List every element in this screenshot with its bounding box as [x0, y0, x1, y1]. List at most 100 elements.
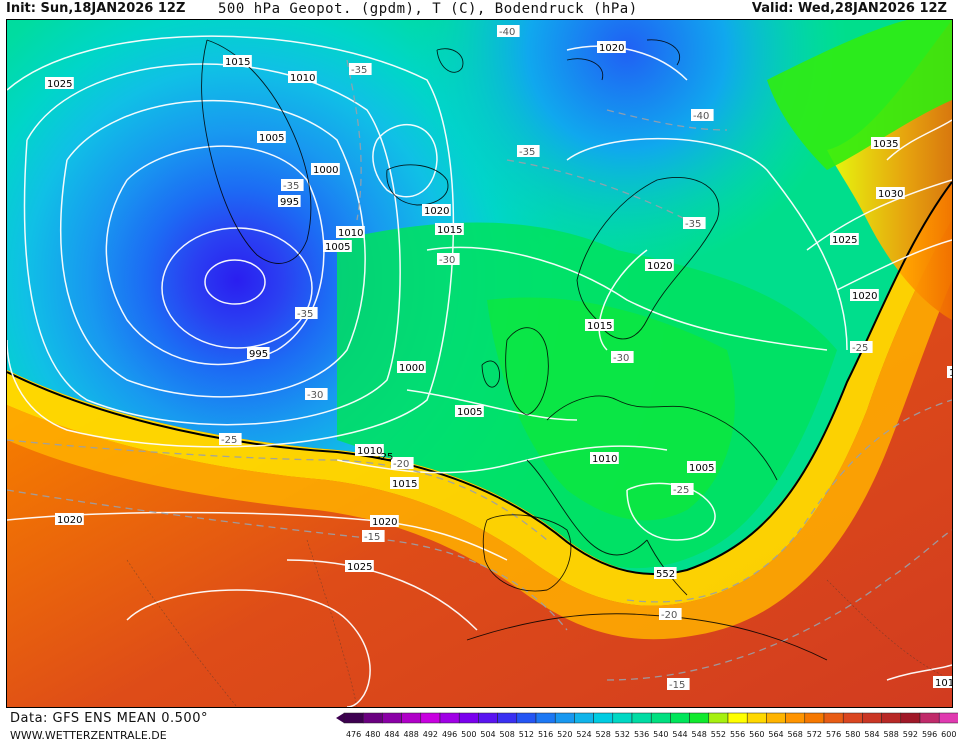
legend-swatch	[439, 712, 460, 724]
svg-text:1030: 1030	[878, 189, 903, 200]
svg-text:-15: -15	[669, 680, 685, 691]
legend-value-label: 576	[826, 730, 841, 739]
svg-text:995: 995	[249, 349, 268, 360]
legend-swatch	[938, 712, 958, 724]
chart-footer: Data: GFS ENS MEAN 0.500° WWW.WETTERZENT…	[0, 708, 959, 742]
pressure-label: 1010	[288, 71, 317, 84]
legend-value-label: 544	[672, 730, 687, 739]
pressure-label: 1020	[370, 515, 399, 528]
temperature-label: -35	[683, 217, 706, 230]
map-label: 1	[947, 366, 952, 379]
legend-swatch	[593, 712, 614, 724]
svg-text:1025: 1025	[832, 235, 857, 246]
pressure-label: 1010	[355, 444, 384, 457]
svg-text:1015: 1015	[392, 479, 417, 490]
svg-text:1005: 1005	[689, 463, 714, 474]
pressure-label: 1005	[687, 461, 716, 474]
color-legend: 476 480 484 488 492 496 500 504 508 512 516 520 524 5…	[336, 712, 958, 739]
legend-value-label: 584	[864, 730, 879, 739]
temperature-label: -20	[659, 608, 682, 621]
pressure-label: 1015	[933, 676, 952, 689]
svg-text:1020: 1020	[424, 206, 449, 217]
svg-text:-35: -35	[519, 147, 535, 158]
pressure-label: 1005	[455, 405, 484, 418]
legend-value-label: 540	[653, 730, 668, 739]
legend-value-label: 568	[788, 730, 803, 739]
legend-swatch	[612, 712, 633, 724]
legend-value-label: 528	[596, 730, 611, 739]
pressure-label: 1025	[830, 233, 859, 246]
legend-value-label: 588	[884, 730, 899, 739]
svg-text:1010: 1010	[338, 228, 363, 239]
svg-text:552: 552	[656, 569, 675, 580]
svg-text:1020: 1020	[852, 291, 877, 302]
data-source: Data: GFS ENS MEAN 0.500°	[10, 711, 208, 726]
svg-text:-40: -40	[499, 27, 515, 38]
svg-text:-40: -40	[693, 111, 709, 122]
legend-value-label: 600	[941, 730, 956, 739]
legend-arrow-left	[336, 713, 344, 723]
legend-swatch	[881, 712, 902, 724]
legend-swatch	[670, 712, 690, 724]
legend-swatch	[535, 712, 556, 724]
legend-swatch	[554, 712, 575, 724]
svg-text:-25: -25	[673, 485, 689, 496]
temperature-label: -25	[671, 483, 694, 496]
legend-value-label: 492	[423, 730, 438, 739]
svg-text:1025: 1025	[47, 79, 72, 90]
svg-text:1005: 1005	[259, 133, 284, 144]
legend-value-label: 512	[519, 730, 534, 739]
legend-value-label: 484	[384, 730, 399, 739]
pressure-label: 1020	[597, 41, 626, 54]
svg-text:1010: 1010	[357, 446, 382, 457]
legend-value-label: 548	[692, 730, 707, 739]
website-credit: WWW.WETTERZENTRALE.DE	[10, 729, 167, 742]
legend-value-label: 500	[461, 730, 476, 739]
chart-header: Init: Sun,18JAN2026 12Z 500 hPa Geopot. …	[0, 0, 959, 19]
temperature-label: -35	[517, 145, 540, 158]
svg-text:-25: -25	[852, 343, 868, 354]
svg-text:-35: -35	[351, 65, 367, 76]
pressure-label: 995	[247, 347, 270, 360]
legend-swatch	[842, 712, 863, 724]
legend-value-label: 552	[711, 730, 726, 739]
legend-swatch	[497, 712, 518, 724]
pressure-label: 1020	[422, 204, 451, 217]
pressure-label: 1000	[311, 163, 340, 176]
legend-swatch	[631, 712, 652, 724]
svg-text:-25: -25	[377, 452, 393, 463]
legend-swatch	[862, 712, 882, 724]
legend-swatch	[919, 712, 940, 724]
temperature-label: -15	[362, 530, 385, 543]
legend-swatch	[785, 712, 806, 724]
temperature-label: -40	[497, 25, 520, 38]
pressure-label: 1015	[223, 55, 252, 68]
temperature-label: -15	[667, 678, 690, 691]
legend-swatch	[362, 712, 383, 724]
pressure-label: 995	[278, 195, 301, 208]
init-time: Init: Sun,18JAN2026 12Z	[6, 1, 186, 16]
svg-text:1015: 1015	[437, 225, 462, 236]
legend-value-label: 508	[500, 730, 515, 739]
temperature-label: -30	[611, 351, 634, 364]
svg-text:1020: 1020	[647, 261, 672, 272]
pressure-label: 1020	[850, 289, 879, 302]
legend-swatch	[650, 712, 671, 724]
svg-text:1020: 1020	[57, 515, 82, 526]
svg-text:1035: 1035	[873, 139, 898, 150]
temperature-label: -35	[281, 179, 304, 192]
legend-value-label: 520	[557, 730, 572, 739]
svg-text:1020: 1020	[372, 517, 397, 528]
svg-text:-35: -35	[283, 181, 299, 192]
legend-value-label: 536	[634, 730, 649, 739]
pressure-label: 1000	[397, 361, 426, 374]
svg-text:-20: -20	[393, 459, 409, 470]
temperature-label: -30	[305, 388, 328, 401]
geopotential-552-label: 552	[654, 567, 677, 580]
legend-swatch	[420, 712, 441, 724]
map-canvas: 1025 1015 1010 1005 1000 995 1010 1005 995 1020 10…	[7, 20, 952, 707]
svg-text:-30: -30	[613, 353, 629, 364]
pressure-label: 1020	[645, 259, 674, 272]
legend-value-label: 572	[807, 730, 822, 739]
svg-text:995: 995	[280, 197, 299, 208]
